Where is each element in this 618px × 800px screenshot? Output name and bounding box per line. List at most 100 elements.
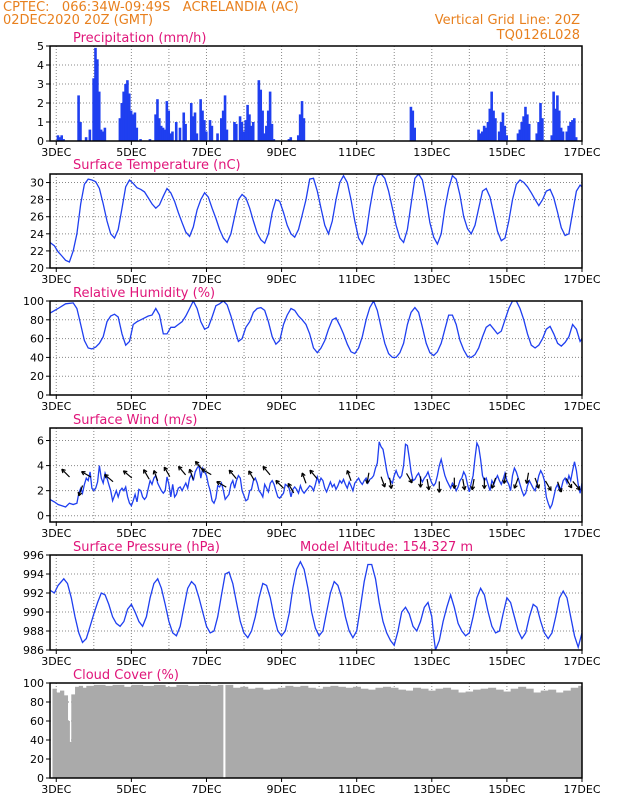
precip-title: Precipitation (mm/h) bbox=[73, 31, 206, 46]
precip-bar bbox=[167, 110, 171, 141]
precip-bar bbox=[497, 131, 501, 141]
cloud-bar bbox=[390, 687, 399, 778]
cloud-bar bbox=[413, 687, 422, 778]
xtick-label: 17DEC bbox=[563, 655, 600, 668]
wind-arrow bbox=[513, 477, 519, 489]
cloud-bar bbox=[78, 685, 84, 778]
pressure-annotation: Model Altitude: 154.327 m bbox=[300, 540, 473, 555]
cloud-bar bbox=[60, 690, 65, 778]
cloud-bar bbox=[428, 690, 437, 778]
cloud-bar bbox=[397, 689, 407, 778]
cloud-bar bbox=[112, 684, 125, 778]
wind-arrow bbox=[81, 471, 92, 478]
precip-bar bbox=[126, 80, 129, 141]
wind-arrow bbox=[163, 466, 171, 477]
xtick-label: 17DEC bbox=[563, 400, 600, 413]
rh-panel: 0 20 40 60 80 100 3DEC 5DEC 7DEC 9DEC 11DEC 13DEC 15… bbox=[23, 286, 601, 413]
cloud-bar bbox=[69, 741, 72, 778]
precip-bar bbox=[233, 122, 236, 141]
precip-bar bbox=[480, 131, 484, 141]
wind-arrow bbox=[201, 468, 212, 476]
xtick-label: 9DEC bbox=[267, 400, 297, 413]
ytick-label: 28 bbox=[30, 194, 44, 207]
xtick-label: 13DEC bbox=[413, 783, 450, 796]
wind-arrow bbox=[461, 478, 467, 491]
precip-bar bbox=[556, 95, 559, 141]
wind-frame bbox=[49, 427, 583, 523]
precip-bar bbox=[165, 101, 169, 141]
precip-bar bbox=[219, 118, 223, 141]
xtick-label: 7DEC bbox=[191, 655, 221, 668]
cloud-bar bbox=[435, 688, 444, 778]
precip-bar bbox=[201, 110, 204, 141]
precip-bar bbox=[257, 80, 261, 141]
xtick-label: 11DEC bbox=[338, 146, 375, 159]
xtick-label: 5DEC bbox=[116, 783, 146, 796]
header-line2-left: 02DEC2020 20Z (GMT) bbox=[3, 13, 154, 28]
wind-arrow bbox=[380, 476, 387, 488]
ytick-label: 1 bbox=[37, 116, 44, 129]
cloud-bar bbox=[420, 688, 429, 778]
precip-bar bbox=[250, 125, 253, 141]
precip-bar bbox=[58, 137, 62, 141]
precip-bar bbox=[124, 84, 127, 141]
precip-bar bbox=[488, 108, 492, 141]
precip-bar bbox=[503, 125, 507, 141]
precip-bar bbox=[574, 137, 578, 141]
ytick-label: 20 bbox=[30, 753, 44, 766]
precip-bar bbox=[154, 114, 157, 141]
cloud-bar bbox=[217, 684, 224, 778]
precip-bar bbox=[261, 110, 264, 141]
cloud-bar bbox=[563, 690, 572, 778]
precip-bar bbox=[572, 118, 576, 141]
ytick-label: 990 bbox=[23, 606, 44, 619]
cloud-bar bbox=[285, 685, 294, 778]
xtick-label: 7DEC bbox=[191, 146, 221, 159]
cloud-bar bbox=[210, 685, 219, 778]
cloud-bar bbox=[337, 686, 346, 778]
precip-bar bbox=[537, 122, 540, 141]
ytick-label: 30 bbox=[30, 177, 44, 190]
precip-bar bbox=[409, 106, 413, 141]
cloud-bar bbox=[247, 688, 256, 778]
precip-bar bbox=[96, 59, 99, 141]
cloud-bar bbox=[176, 684, 189, 778]
cloud-bar bbox=[510, 688, 519, 778]
cloud-bar bbox=[232, 687, 241, 778]
precip-bar bbox=[225, 129, 229, 141]
wind-panel: 0 2 4 6 3DEC 5DEC 7DEC 9DEC 11DEC 13DEC 15DEC 17DEC… bbox=[37, 413, 601, 540]
cloud-bar bbox=[375, 687, 384, 778]
precip-bar bbox=[118, 118, 122, 141]
precip-bar bbox=[270, 123, 274, 141]
precip-bar bbox=[235, 123, 238, 141]
cloud-bar bbox=[187, 685, 200, 778]
precip-bar bbox=[94, 47, 97, 141]
xtick-label: 7DEC bbox=[191, 400, 221, 413]
precip-bar bbox=[171, 131, 174, 141]
precip-bar bbox=[244, 120, 248, 141]
wind-arrow bbox=[557, 481, 563, 493]
precip-bar bbox=[174, 122, 178, 141]
wind-line bbox=[50, 440, 582, 510]
precip-bar bbox=[84, 137, 88, 141]
ytick-label: 2 bbox=[37, 485, 44, 498]
precip-bar bbox=[501, 112, 505, 141]
precip-bar bbox=[539, 103, 542, 141]
cloud-bar bbox=[518, 686, 527, 778]
wind-arrow bbox=[572, 481, 581, 491]
cloud-bar bbox=[540, 690, 549, 778]
precip-bar bbox=[133, 112, 137, 141]
precip-bar bbox=[482, 125, 486, 141]
wind-arrow bbox=[490, 477, 497, 489]
precip-bar bbox=[263, 133, 266, 141]
cloud-bar bbox=[165, 686, 177, 778]
precip-bar bbox=[184, 123, 187, 141]
cloud-bar bbox=[255, 687, 264, 778]
ytick-label: 6 bbox=[37, 435, 44, 448]
precip-bar bbox=[499, 122, 503, 141]
precip-bar bbox=[569, 122, 572, 141]
cloud-bar bbox=[570, 687, 579, 778]
cloud-bar bbox=[495, 689, 504, 778]
xtick-label: 5DEC bbox=[116, 146, 146, 159]
cloud-bar bbox=[473, 689, 482, 778]
